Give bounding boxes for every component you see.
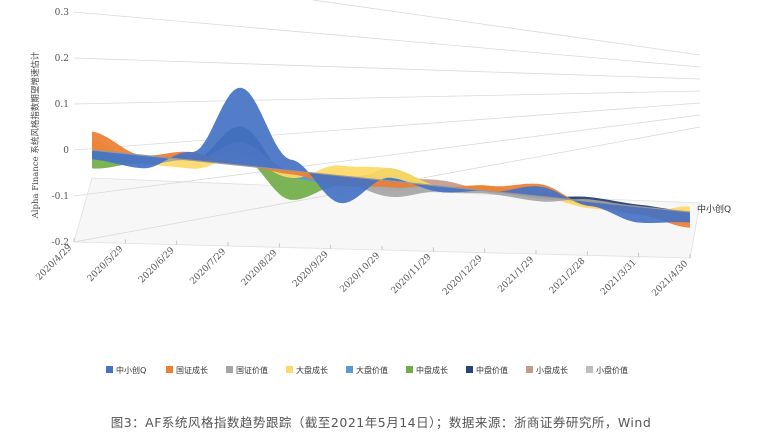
series-end-label: 中小创Q: [697, 203, 731, 215]
legend-item: 中小创Q: [106, 365, 146, 375]
x-tick-label: 2020/5/29: [86, 244, 126, 284]
x-tick-label: 2021/3/31: [599, 258, 639, 298]
legend-label: 中小创Q: [116, 365, 146, 375]
legend-swatch: [526, 366, 533, 373]
legend-label: 小盘成长: [536, 365, 568, 375]
y-tick-label: -0.1: [52, 192, 69, 202]
x-tick-label: 2020/12/29: [441, 254, 485, 298]
legend-swatch: [346, 366, 353, 373]
gridline: [73, 114, 701, 197]
x-tick-label: 2020/10/29: [338, 251, 382, 295]
legend-item: 小盘价值: [586, 365, 628, 375]
gridline: [310, 0, 701, 56]
legend-swatch: [226, 366, 233, 373]
x-tick-label: 2020/8/29: [240, 248, 280, 288]
legend-item: 国证价值: [226, 365, 268, 375]
y-tick-label: 0.2: [55, 54, 69, 64]
legend-label: 中盘价值: [476, 365, 508, 375]
legend-swatch: [466, 366, 473, 373]
legend-label: 国证价值: [236, 365, 268, 375]
figure-caption: 图3：AF系统风格指数趋势跟踪（截至2021年5月14日）；数据来源：浙商证券研…: [110, 415, 652, 430]
legend-label: 中盘成长: [416, 365, 448, 375]
legend-item: 大盘价值: [346, 365, 388, 375]
y-tick-label: 0: [63, 146, 69, 156]
legend-swatch: [286, 366, 293, 373]
legend-item: 中盘价值: [466, 365, 508, 375]
chart-legend: 中小创Q 国证成长 国证价值 大盘成长 大盘价值 中盘成长 中盘价值 小盘成长 小盘价值: [106, 365, 628, 375]
y-axis-ticks: 0.40.30.20.10-0.1-0.2: [52, 8, 70, 248]
series-area: [92, 87, 690, 223]
y-axis-label: Alpha Finance 系统风格指数期望增速估计: [30, 51, 41, 219]
legend-swatch: [406, 366, 413, 373]
x-tick-label: 2020/7/29: [188, 247, 228, 287]
gridline: [73, 57, 701, 80]
x-tick-label: 2021/2/28: [548, 256, 588, 296]
x-tick-label: 2020/4/29: [34, 243, 74, 283]
x-tick-label: 2021/4/30: [650, 259, 690, 299]
legend-item: 大盘成长: [286, 365, 328, 375]
zero-baseline: [91, 149, 691, 213]
legend-item: 小盘成长: [526, 365, 568, 375]
legend-label: 大盘价值: [356, 365, 388, 375]
x-tick-label: 2020/6/29: [137, 246, 177, 286]
legend-item: 中盘成长: [406, 365, 448, 375]
y-tick-label: 0.1: [55, 100, 69, 110]
legend-swatch: [106, 366, 113, 373]
y-tick-label: 0.3: [55, 8, 70, 18]
y-tick-label: -0.2: [52, 238, 69, 248]
legend-label: 大盘成长: [296, 365, 328, 375]
x-tick-label: 2020/9/29: [291, 250, 331, 290]
gridline: [73, 11, 701, 68]
series-layer: [91, 87, 691, 228]
legend-item: 国证成长: [166, 365, 208, 375]
legend-swatch: [166, 366, 173, 373]
legend-swatch: [586, 366, 593, 373]
gridline: [73, 102, 701, 151]
legend-label: 国证成长: [176, 365, 208, 375]
x-tick-label: 2021/1/29: [496, 255, 536, 295]
gridline: [73, 90, 701, 105]
legend-label: 小盘价值: [596, 365, 628, 375]
x-tick-label: 2020/11/29: [390, 252, 434, 296]
